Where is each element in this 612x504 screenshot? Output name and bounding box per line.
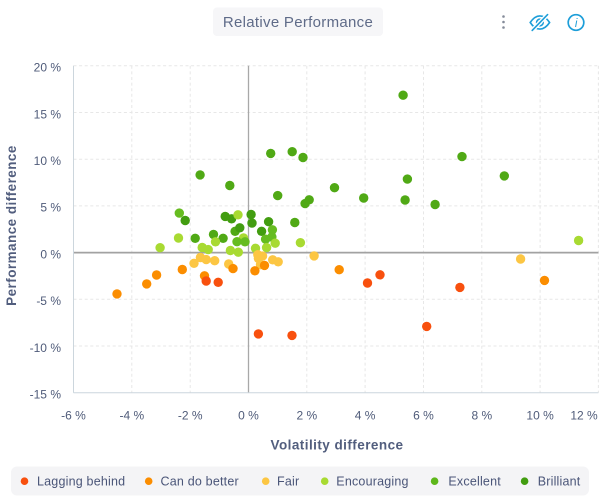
svg-text:-4 %: -4 % [119,409,144,423]
svg-text:Lagging behind: Lagging behind [37,475,125,489]
svg-text:0 %: 0 % [40,247,61,261]
svg-text:12 %: 12 % [570,409,598,423]
svg-text:Performance difference: Performance difference [4,145,19,306]
svg-text:-5 %: -5 % [36,294,61,308]
svg-text:Fair: Fair [277,475,299,489]
svg-text:10 %: 10 % [526,409,554,423]
svg-text:Brilliant: Brilliant [538,475,581,489]
svg-text:0 %: 0 % [238,409,259,423]
svg-text:i: i [575,18,578,30]
svg-text:Excellent: Excellent [448,475,501,489]
svg-text:4 %: 4 % [355,409,376,423]
svg-text:-10 %: -10 % [30,341,62,355]
svg-text:Encouraging: Encouraging [336,475,408,489]
svg-text:15 %: 15 % [34,107,62,121]
svg-text:8 %: 8 % [471,409,492,423]
svg-text:-2 %: -2 % [178,409,203,423]
svg-text:-15 %: -15 % [30,388,62,402]
svg-text:6 %: 6 % [413,409,434,423]
svg-text:20 %: 20 % [34,61,62,75]
svg-text:Can do better: Can do better [161,475,239,489]
svg-text:Relative Performance: Relative Performance [223,14,373,31]
svg-text:2 %: 2 % [296,409,317,423]
svg-text:Volatility difference: Volatility difference [271,438,404,453]
svg-text:10 %: 10 % [34,154,62,168]
svg-text:-6 %: -6 % [61,409,86,423]
svg-text:5 %: 5 % [40,201,61,215]
